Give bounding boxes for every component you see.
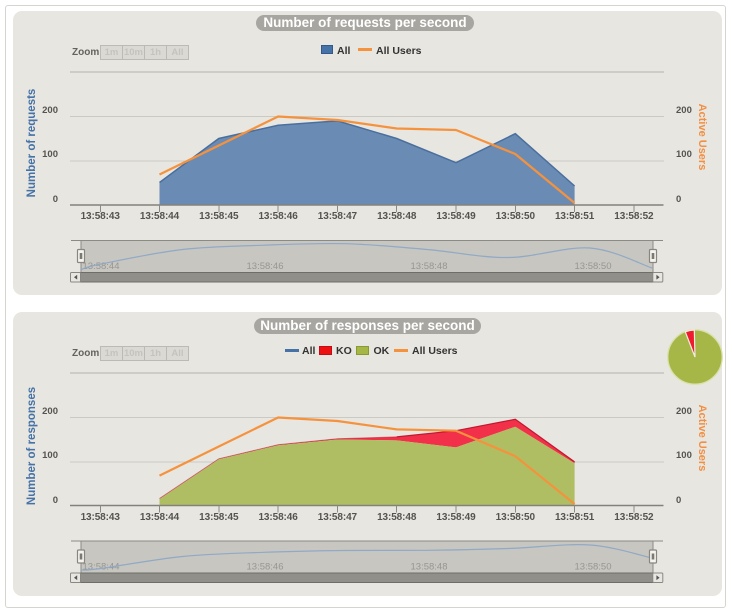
svg-text:13:58:46: 13:58:46 — [247, 261, 284, 272]
svg-text:13:58:44: 13:58:44 — [83, 261, 120, 272]
svg-text:13:58:44: 13:58:44 — [83, 562, 120, 573]
svg-text:13:58:50: 13:58:50 — [575, 261, 612, 272]
svg-text:13:58:46: 13:58:46 — [247, 562, 284, 573]
svg-text:13:58:50: 13:58:50 — [575, 562, 612, 573]
svg-text:13:58:48: 13:58:48 — [411, 562, 448, 573]
svg-text:13:58:48: 13:58:48 — [411, 261, 448, 272]
